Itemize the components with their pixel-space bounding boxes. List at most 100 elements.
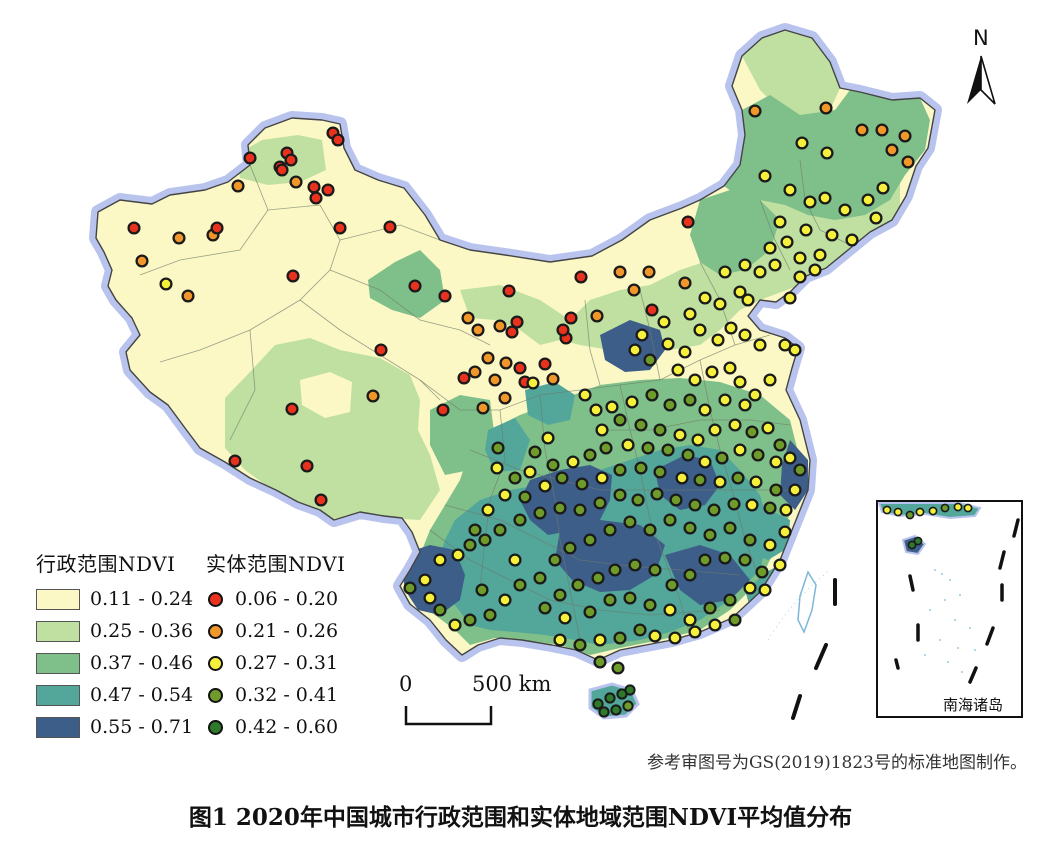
city-point [825,228,839,242]
city-point [738,553,752,567]
city-point [210,221,224,235]
inset-city-point [882,505,892,515]
city-point [374,343,388,357]
city-point [578,388,592,402]
city-point [546,458,560,472]
city-point [901,155,915,169]
city-point [723,593,737,607]
city-point [818,191,832,205]
city-point [592,698,604,710]
city-point [783,451,797,465]
city-point [683,568,697,582]
city-point [488,373,502,387]
city-point [127,221,141,235]
city-point [468,523,482,537]
legend-color-swatch [36,620,80,642]
city-point [635,328,649,342]
admin-boundary-line [139,209,269,276]
city-point [688,625,702,639]
legend-range-label: 0.25 - 0.36 [90,620,194,642]
inset-islet [974,649,976,651]
admin-legend-row: 0.47 - 0.54 [36,679,193,711]
city-point [498,593,512,607]
admin-region [225,338,440,520]
city-point [713,297,727,311]
city-point [284,153,298,167]
city-point [799,223,813,237]
city-point [780,235,794,249]
city-point [748,388,762,402]
city-point [451,548,465,562]
inset-islet [949,579,951,581]
city-point [793,251,807,265]
inset-city-point [905,510,915,520]
city-point [885,143,899,157]
city-point [733,285,747,299]
admin-region [555,520,665,592]
city-point [845,233,859,247]
admin-region [236,135,326,185]
source-note: 参考审图号为GS(2019)1823号的标准地图制作。 [646,753,1027,773]
city-point [643,523,657,537]
city-point [595,423,609,437]
city-point [678,345,692,359]
city-point [683,521,697,535]
entity-legend-row: 0.42 - 0.60 [206,711,346,743]
admin-region [485,418,530,472]
inset-islet [954,619,956,621]
city-point [778,525,792,539]
inset-boundary-dash [968,666,978,684]
city-point [703,528,717,542]
city-point [508,553,522,567]
city-point [698,403,712,417]
city-point [438,289,452,303]
city-point [727,497,741,511]
city-point [510,315,524,329]
admin-region [742,510,790,560]
city-point [743,581,757,595]
city-point [555,471,569,485]
city-point [693,323,707,337]
inset-city-point [913,536,923,546]
city-point [678,276,692,290]
city-point [331,133,345,147]
city-point [795,136,809,150]
scale-start-label: 0 [399,672,413,696]
city-point [593,496,607,510]
inset-boundary-dash [894,658,900,670]
figure-caption: 图1 2020年中国城市行政范围和实体地域范围NDVI平均值分布 [188,804,853,831]
city-point [590,309,604,323]
city-point [518,490,532,504]
inset-boundary-dash [998,550,1006,570]
city-point [641,441,655,455]
city-point [788,483,802,497]
city-point [624,684,636,696]
city-point [556,323,570,337]
city-point [898,129,912,143]
city-point [583,533,597,547]
city-point [675,471,689,485]
city-point [628,558,642,572]
city-point [669,493,683,507]
city-point [483,608,497,622]
admin-legend-row: 0.55 - 0.71 [36,711,193,743]
city-point [523,465,537,479]
taiwan-island [767,569,831,641]
city-point [309,191,323,205]
city-point [528,445,542,459]
city-point [681,215,695,229]
admin-region [368,250,445,318]
city-point [733,375,747,389]
city-point [653,465,667,479]
city-point [603,593,617,607]
legend-range-label: 0.06 - 0.20 [235,588,339,610]
city-point [661,337,675,351]
city-point [558,611,572,625]
inset-city-point [963,503,973,513]
city-point [703,601,717,615]
city-point [508,471,522,485]
admin-boundary-line [699,359,761,581]
city-point [673,428,687,442]
city-point [553,501,567,515]
city-point [275,163,289,177]
